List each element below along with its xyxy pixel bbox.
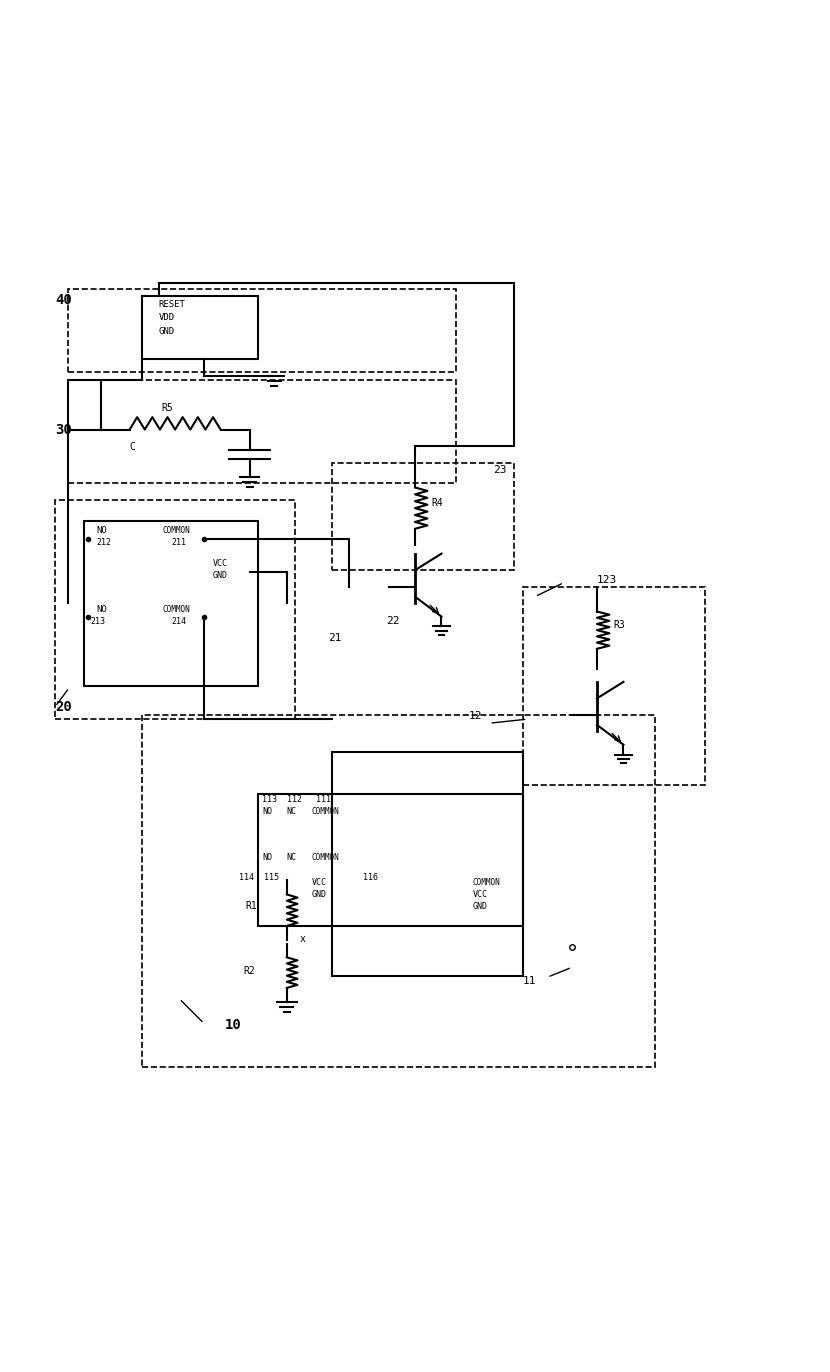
Bar — [142, 715, 655, 1066]
Text: 30: 30 — [55, 423, 72, 436]
Bar — [523, 587, 705, 785]
Text: COMMON: COMMON — [311, 853, 339, 862]
Bar — [258, 793, 523, 926]
Text: 23: 23 — [494, 465, 507, 475]
Text: R2: R2 — [244, 966, 256, 975]
Text: x: x — [299, 934, 305, 944]
Text: R4: R4 — [432, 498, 443, 509]
Bar — [332, 752, 523, 975]
Text: NC: NC — [287, 807, 297, 816]
Text: 113: 113 — [262, 794, 277, 804]
Text: RESET: RESET — [159, 300, 185, 309]
Text: R1: R1 — [246, 901, 257, 911]
Text: 21: 21 — [328, 632, 342, 642]
Text: VCC: VCC — [473, 890, 488, 899]
Text: GND: GND — [473, 903, 488, 911]
Bar — [67, 289, 457, 372]
Text: COMMON: COMMON — [163, 605, 190, 613]
Text: R3: R3 — [613, 620, 625, 630]
Text: 114: 114 — [239, 874, 254, 882]
Text: 116: 116 — [363, 874, 378, 882]
Bar — [55, 499, 295, 719]
Text: 111: 111 — [315, 794, 330, 804]
Text: NC: NC — [287, 853, 297, 862]
Text: NO: NO — [262, 853, 272, 862]
Text: GND: GND — [311, 890, 326, 899]
Text: 112: 112 — [287, 794, 302, 804]
Text: VCC: VCC — [311, 878, 326, 886]
Bar — [332, 462, 515, 571]
Text: 20: 20 — [55, 700, 72, 713]
Text: 22: 22 — [386, 616, 399, 626]
Text: 214: 214 — [171, 617, 186, 626]
Text: 12: 12 — [469, 711, 482, 722]
Text: 10: 10 — [225, 1018, 242, 1032]
Text: VCC: VCC — [212, 558, 227, 568]
Text: NO: NO — [262, 807, 272, 816]
Text: GND: GND — [159, 327, 174, 336]
Text: GND: GND — [212, 572, 227, 580]
Bar — [142, 295, 258, 359]
Bar — [67, 380, 457, 483]
Text: 211: 211 — [171, 538, 186, 547]
Text: NO: NO — [96, 525, 107, 535]
Text: NO: NO — [96, 605, 107, 613]
Text: 115: 115 — [264, 874, 279, 882]
Text: COMMON: COMMON — [311, 807, 339, 816]
Text: 212: 212 — [96, 538, 111, 547]
Text: COMMON: COMMON — [473, 878, 500, 886]
Text: VDD: VDD — [159, 313, 174, 322]
Text: 40: 40 — [55, 292, 72, 307]
Text: 213: 213 — [90, 617, 105, 626]
Text: C: C — [129, 442, 135, 453]
Bar — [84, 520, 258, 686]
Text: R5: R5 — [161, 403, 173, 413]
Text: 123: 123 — [597, 575, 618, 584]
Text: COMMON: COMMON — [163, 525, 190, 535]
Text: 11: 11 — [523, 975, 536, 986]
